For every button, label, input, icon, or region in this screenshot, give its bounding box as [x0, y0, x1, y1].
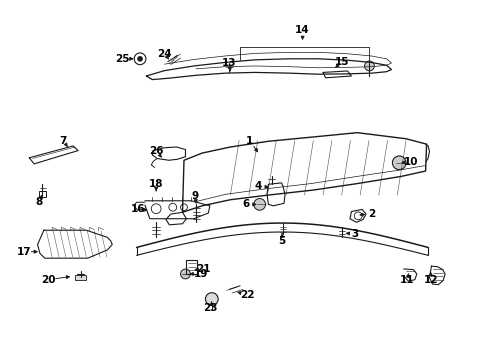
- Circle shape: [392, 156, 406, 170]
- Text: 8: 8: [35, 197, 43, 207]
- Text: 21: 21: [196, 264, 211, 274]
- Text: 15: 15: [334, 57, 349, 67]
- Text: 24: 24: [157, 49, 172, 59]
- Text: 2: 2: [368, 209, 375, 219]
- Circle shape: [254, 198, 266, 210]
- Text: 14: 14: [295, 25, 310, 35]
- Bar: [75, 275, 86, 280]
- Bar: [39, 191, 47, 197]
- Text: 23: 23: [203, 303, 218, 314]
- Text: 3: 3: [352, 229, 359, 239]
- Circle shape: [365, 61, 374, 71]
- Text: 16: 16: [130, 204, 145, 215]
- Text: 7: 7: [60, 136, 67, 145]
- Circle shape: [205, 293, 218, 305]
- Circle shape: [181, 269, 190, 279]
- Text: 25: 25: [115, 54, 129, 64]
- Text: 11: 11: [400, 275, 415, 285]
- Text: 10: 10: [404, 157, 418, 167]
- Text: 22: 22: [240, 290, 254, 300]
- Circle shape: [138, 57, 143, 61]
- Text: 20: 20: [42, 275, 56, 285]
- Text: 1: 1: [246, 136, 253, 145]
- Text: 17: 17: [17, 247, 32, 257]
- Text: 13: 13: [222, 58, 237, 68]
- Text: 4: 4: [255, 181, 262, 192]
- Text: 5: 5: [278, 236, 286, 246]
- Text: 12: 12: [424, 275, 439, 285]
- Bar: [186, 260, 197, 274]
- Text: 19: 19: [194, 269, 208, 279]
- Text: 6: 6: [243, 199, 249, 210]
- Text: 26: 26: [149, 145, 163, 156]
- Text: 9: 9: [192, 191, 199, 201]
- Text: 18: 18: [149, 179, 163, 189]
